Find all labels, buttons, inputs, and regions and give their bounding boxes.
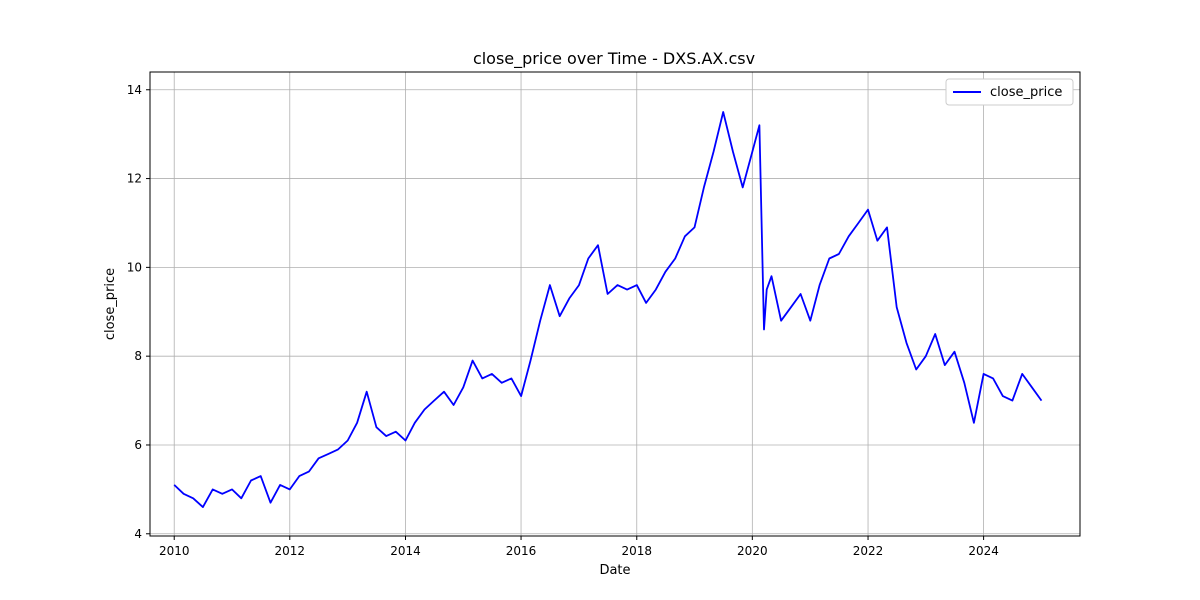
y-tick-label: 4 [134, 527, 142, 541]
x-tick-label: 2012 [275, 544, 306, 558]
x-tick-label: 2010 [159, 544, 190, 558]
series-line-close_price [173, 111, 1043, 509]
legend-box [945, 78, 1074, 106]
chart-title: close_price over Time - DXS.AX.csv [473, 49, 755, 69]
y-axis-label: close_price [103, 268, 118, 340]
y-axis: 4 6 8 10 12 14 [127, 83, 150, 541]
series-layer [173, 111, 1043, 509]
x-axis: 2010 2012 2014 2016 2018 2020 2022 2024 [159, 536, 999, 558]
x-tick-label: 2018 [621, 544, 652, 558]
legend-label: close_price [990, 85, 1062, 100]
x-tick-label: 2016 [506, 544, 537, 558]
x-tick-label: 2020 [737, 544, 768, 558]
plot-frame [149, 71, 1081, 537]
x-axis-label: Date [599, 563, 630, 578]
y-tick-label: 6 [134, 438, 142, 452]
y-tick-label: 12 [127, 172, 142, 186]
y-tick-label: 10 [127, 260, 142, 274]
legend: close_price [945, 78, 1074, 106]
y-tick-label: 8 [134, 349, 142, 363]
y-tick-label: 14 [127, 83, 142, 97]
x-tick-label: 2022 [853, 544, 884, 558]
x-tick-label: 2014 [390, 544, 421, 558]
x-tick-label: 2024 [968, 544, 999, 558]
